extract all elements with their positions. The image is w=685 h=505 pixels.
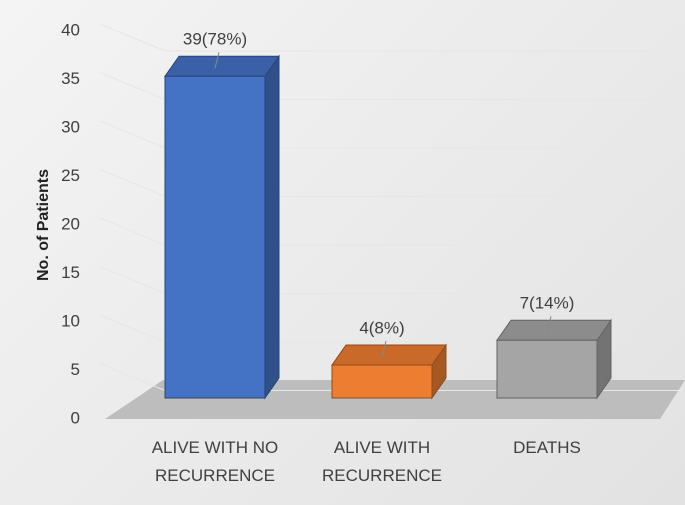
grid-line bbox=[99, 266, 166, 294]
x-tick-label: DEATHS bbox=[513, 438, 581, 457]
x-tick-label: ALIVE WITH RECURRENCE bbox=[322, 438, 442, 485]
y-tick-label: 10 bbox=[61, 311, 80, 330]
y-tick-label: 25 bbox=[61, 166, 80, 185]
grid-line bbox=[99, 72, 166, 100]
leader-line bbox=[546, 316, 552, 333]
y-tick-label: 30 bbox=[61, 117, 80, 136]
grid-line bbox=[99, 23, 166, 52]
bar bbox=[496, 339, 598, 399]
grid-line bbox=[99, 217, 166, 246]
bar-top bbox=[164, 55, 280, 77]
value-label: 39(78%) bbox=[183, 30, 247, 49]
y-tick-label: 40 bbox=[61, 20, 80, 39]
y-tick-label: 5 bbox=[71, 360, 80, 379]
bar-top bbox=[331, 344, 447, 366]
bar-side bbox=[264, 54, 280, 400]
grid-line bbox=[99, 169, 166, 197]
grid-line bbox=[99, 314, 166, 343]
bar-top bbox=[496, 319, 612, 341]
leader-line bbox=[381, 340, 387, 358]
value-label: 7(14%) bbox=[520, 294, 575, 313]
bar bbox=[164, 75, 266, 399]
y-tick-label: 20 bbox=[61, 214, 80, 233]
x-tick-label: ALIVE WITH NO RECURRENCE bbox=[151, 438, 279, 485]
bar bbox=[331, 364, 433, 399]
leader-line bbox=[214, 52, 220, 69]
y-tick-label: 0 bbox=[71, 408, 80, 427]
y-tick-label: 15 bbox=[61, 263, 80, 282]
y-axis-title: No. of Patients bbox=[35, 169, 52, 281]
grid-line bbox=[99, 120, 166, 149]
y-tick-label: 35 bbox=[61, 69, 80, 88]
value-label: 4(8%) bbox=[359, 318, 404, 337]
grid-line bbox=[99, 363, 166, 391]
